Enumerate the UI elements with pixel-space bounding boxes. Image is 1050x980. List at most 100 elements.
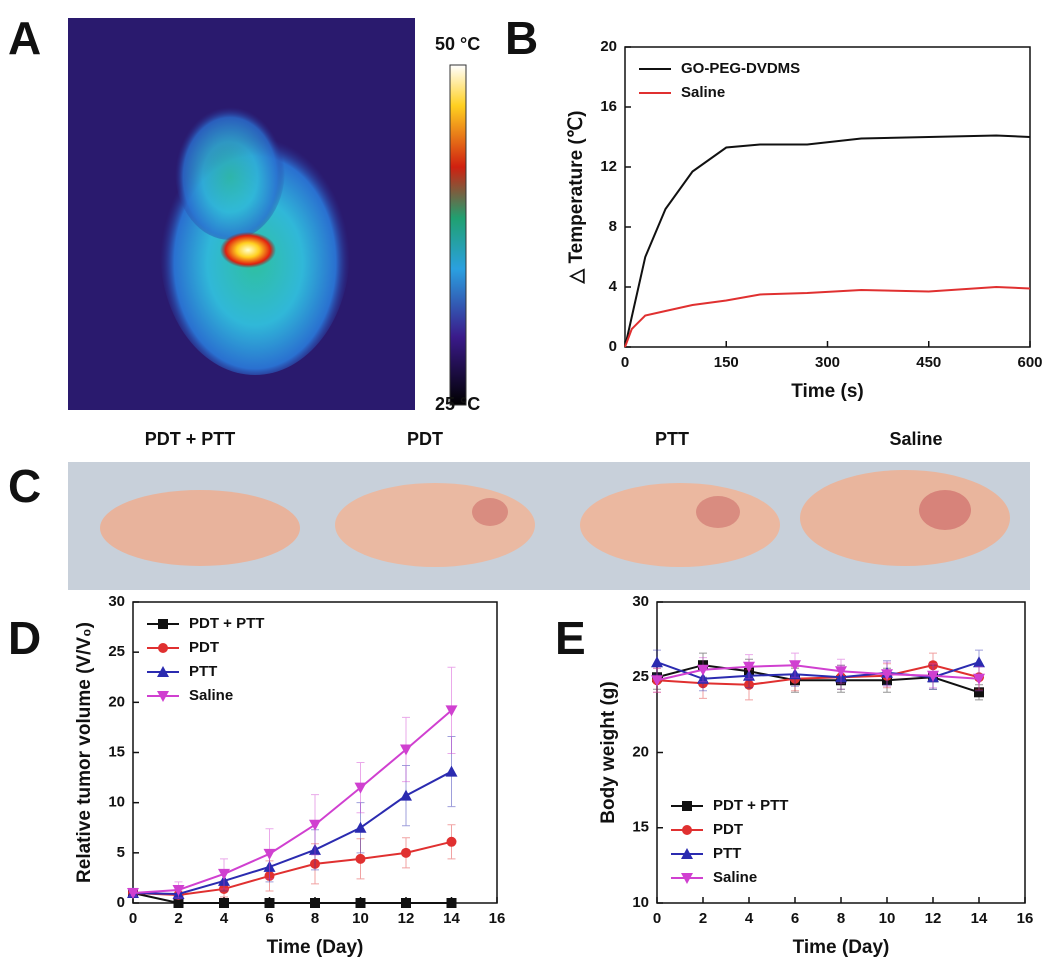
legend-marker [681, 848, 693, 859]
marker [264, 898, 275, 908]
marker [218, 868, 230, 880]
y-tick-label: 15 [632, 819, 649, 836]
x-tick-label: 2 [174, 910, 182, 927]
series-line [656, 664, 980, 694]
y-tick-label: 10 [632, 894, 649, 911]
series-line [132, 891, 452, 904]
panel-letter: C [8, 460, 41, 512]
marker [789, 668, 801, 680]
y-tick-label: 25 [632, 668, 649, 685]
colorbar-min: 25 °C [435, 394, 480, 414]
marker [310, 858, 320, 869]
marker [835, 666, 847, 678]
x-tick-label: 12 [925, 910, 942, 927]
marker [881, 669, 893, 681]
marker [219, 883, 229, 894]
photo-label: PTT [655, 429, 689, 449]
y-tick-label: 20 [600, 38, 617, 55]
marker [973, 656, 985, 668]
x-tick-label: 2 [699, 910, 707, 927]
x-tick-label: 4 [220, 910, 229, 927]
x-tick-label: 6 [791, 910, 799, 927]
legend-marker [157, 691, 169, 702]
legend-label: PDT [189, 639, 219, 656]
marker [973, 673, 985, 685]
marker [446, 836, 457, 847]
y-tick-label: 20 [632, 743, 649, 760]
marker [263, 848, 276, 860]
y-tick-label: 4 [609, 278, 618, 295]
legend-label: Saline [681, 84, 725, 101]
marker [355, 898, 366, 908]
x-axis-label: Time (s) [791, 381, 864, 402]
y-tick-label: 15 [108, 743, 125, 760]
x-tick-label: 0 [653, 910, 661, 927]
y-tick-label: 16 [600, 98, 617, 115]
x-tick-label: 300 [815, 354, 840, 371]
marker [309, 819, 321, 831]
series-line [132, 709, 453, 894]
marker [789, 660, 801, 672]
series-line [656, 661, 980, 680]
y-axis-label: △ Temperature (℃) [566, 111, 587, 285]
x-tick-label: 10 [352, 910, 369, 927]
y-tick-label: 0 [609, 338, 617, 355]
legend-marker [681, 873, 693, 884]
marker [400, 789, 412, 801]
marker [355, 853, 366, 864]
x-tick-label: 0 [129, 910, 137, 927]
x-tick-label: 14 [971, 910, 988, 927]
x-tick-label: 16 [489, 910, 506, 927]
x-tick-label: 8 [837, 910, 845, 927]
x-tick-label: 4 [745, 910, 754, 927]
legend-label: PTT [189, 663, 217, 680]
marker [127, 887, 139, 899]
y-tick-label: 12 [600, 158, 617, 175]
thermal-image [68, 18, 415, 410]
panel-letter: A [8, 12, 41, 64]
panel-letter: B [505, 12, 538, 64]
marker [743, 669, 755, 681]
marker [651, 675, 663, 687]
marker [697, 672, 709, 684]
photo-label: PDT [407, 429, 443, 449]
legend-label: Saline [713, 869, 757, 886]
x-tick-label: 16 [1017, 910, 1034, 927]
marker [446, 898, 457, 908]
series-line [624, 134, 1031, 348]
y-tick-label: 25 [108, 643, 125, 660]
marker [927, 670, 939, 682]
series-line [132, 770, 452, 895]
x-tick-label: 8 [311, 910, 319, 927]
x-tick-label: 14 [443, 910, 460, 927]
marker [744, 679, 754, 690]
y-axis-label: Body weight (g) [598, 681, 619, 823]
marker [264, 870, 275, 881]
marker [219, 898, 229, 908]
marker [651, 656, 663, 668]
y-tick-label: 30 [632, 593, 649, 610]
marker [697, 664, 709, 676]
legend-marker [682, 825, 692, 835]
marker [974, 687, 984, 698]
marker [445, 765, 458, 777]
x-tick-label: 150 [714, 354, 739, 371]
marker [173, 898, 184, 908]
legend-marker [157, 666, 169, 677]
legend-label: PDT + PTT [713, 797, 788, 814]
series-line [624, 285, 1031, 348]
marker [354, 782, 367, 794]
panel-letter: D [8, 612, 41, 664]
marker [928, 660, 938, 671]
marker [354, 821, 367, 833]
legend-marker [158, 619, 168, 629]
legend-label: PDT [713, 821, 743, 838]
x-tick-label: 10 [879, 910, 896, 927]
marker [445, 705, 458, 717]
photo-label: PDT + PTT [145, 429, 236, 449]
marker [309, 843, 321, 855]
x-tick-label: 600 [1017, 354, 1042, 371]
y-axis-label: Relative tumor volume (V/V₀) [74, 622, 95, 883]
marker [310, 898, 320, 908]
